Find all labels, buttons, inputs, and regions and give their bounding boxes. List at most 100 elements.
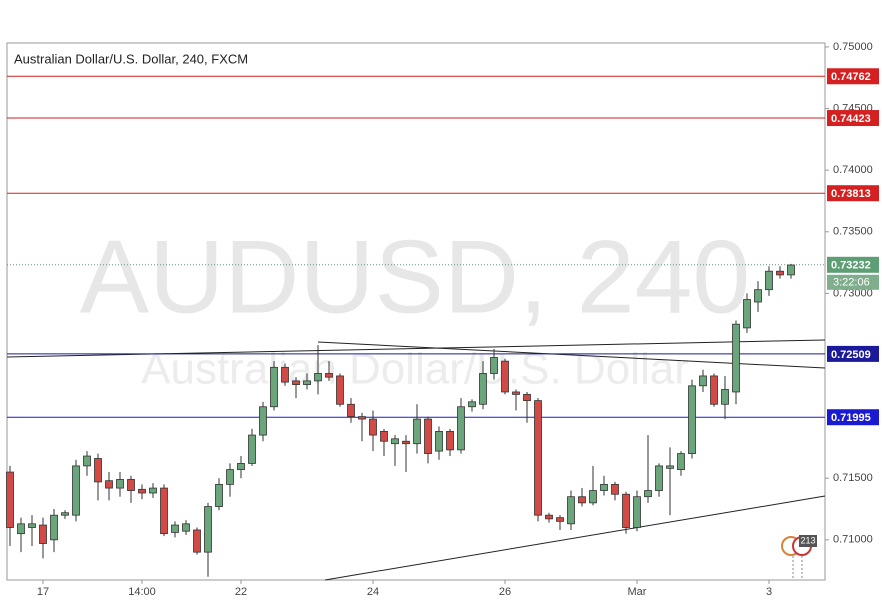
event-badge — [799, 535, 817, 547]
price-label: 0.74423 — [831, 113, 871, 125]
x-tick-label: 22 — [235, 586, 247, 598]
candle-body — [413, 418, 421, 445]
countdown: 3:22:06 — [833, 277, 870, 289]
candle-body — [270, 366, 278, 408]
candle-body — [490, 357, 498, 374]
candle-body — [6, 471, 14, 528]
price-label-box — [827, 110, 879, 127]
candle-body — [611, 483, 619, 495]
x-tick-label: 26 — [499, 586, 511, 598]
candle-body — [336, 375, 344, 405]
trend-line — [317, 341, 826, 369]
candle-body — [600, 483, 608, 491]
y-tick-label: 0.75000 — [833, 41, 873, 53]
watermark: AUDUSD, 240 — [80, 219, 750, 335]
candle-body — [743, 299, 751, 329]
candle-body — [127, 479, 135, 491]
candle-body — [369, 418, 377, 436]
x-tick-label: 3 — [766, 586, 772, 598]
price-label-box — [827, 185, 879, 202]
candle-body — [589, 490, 597, 504]
candle-body — [435, 430, 443, 452]
candle-body — [424, 418, 432, 454]
watermark-subtitle: Australian Dollar/U.S. Dollar — [141, 345, 689, 394]
candle-body — [391, 438, 399, 445]
candle-body — [347, 403, 355, 418]
candle-body — [501, 360, 509, 393]
candle-body — [325, 373, 333, 378]
price-label-box — [827, 68, 879, 85]
candle-body — [61, 512, 69, 516]
candle-body — [138, 488, 146, 494]
candle-body — [28, 523, 36, 528]
candle-body — [765, 270, 773, 291]
y-tick-label: 0.73000 — [833, 287, 873, 299]
x-tick-label: Mar — [628, 586, 647, 598]
price-label-box — [827, 256, 879, 273]
price-label: 0.74762 — [831, 71, 871, 83]
candle-body — [259, 406, 267, 436]
candle-body — [105, 480, 113, 489]
price-label: 0.73232 — [831, 260, 871, 272]
candle-body — [655, 465, 663, 491]
candle-body — [578, 496, 586, 504]
candle-body — [556, 517, 564, 522]
candle-body — [303, 380, 311, 385]
candle-body — [171, 524, 179, 533]
candle-body — [83, 455, 91, 467]
candle-body — [248, 434, 256, 464]
y-tick-label: 0.71000 — [833, 534, 873, 546]
candle-body — [160, 487, 168, 535]
price-label: 0.73813 — [831, 188, 871, 200]
candle-body — [215, 483, 223, 507]
candle-body — [358, 416, 366, 420]
candle-body — [281, 366, 289, 383]
candle-body — [50, 514, 58, 541]
candle-body — [534, 400, 542, 516]
candle-body — [116, 479, 124, 489]
event-badge-label: 213 — [800, 535, 815, 545]
candle-body — [754, 289, 762, 303]
chart-title: Australian Dollar/U.S. Dollar, 240, FXCM — [14, 51, 248, 66]
candle-body — [380, 430, 388, 442]
y-tick-label: 0.71500 — [833, 472, 873, 484]
candle-body — [17, 523, 25, 535]
candle-body — [314, 373, 322, 382]
candle-body — [457, 406, 465, 451]
candle-body — [666, 465, 674, 469]
candle-body — [523, 394, 531, 401]
candle-body — [512, 391, 520, 395]
candle-body — [787, 264, 795, 276]
candle-body — [479, 373, 487, 405]
candle-body — [710, 375, 718, 405]
x-tick-label: 14:00 — [128, 586, 156, 598]
candle-body — [446, 430, 454, 451]
candle-body — [39, 524, 47, 544]
plot-border — [6, 42, 826, 581]
candle-body — [204, 506, 212, 553]
price-label-box — [827, 345, 879, 362]
price-label: 0.72509 — [831, 349, 871, 361]
candle-body — [732, 323, 740, 393]
candle-body — [545, 514, 553, 520]
candle-body — [193, 529, 201, 553]
x-tick-label: 24 — [367, 586, 379, 598]
candle-body — [149, 487, 157, 494]
x-tick-label: 17 — [37, 586, 49, 598]
candle-body — [182, 523, 190, 532]
candle-body — [237, 463, 245, 470]
candle-body — [677, 453, 685, 470]
candle-body — [468, 401, 476, 408]
price-label-box — [827, 409, 879, 426]
candle-body — [72, 465, 80, 516]
event-icons: 213 — [781, 535, 817, 580]
y-tick-label: 0.74000 — [833, 164, 873, 176]
y-tick-label: 0.73500 — [833, 226, 873, 238]
candle-body — [633, 496, 641, 528]
candle-body — [644, 490, 652, 498]
candle-body — [622, 493, 630, 528]
candle-body — [567, 496, 575, 525]
candle-body — [776, 270, 784, 276]
